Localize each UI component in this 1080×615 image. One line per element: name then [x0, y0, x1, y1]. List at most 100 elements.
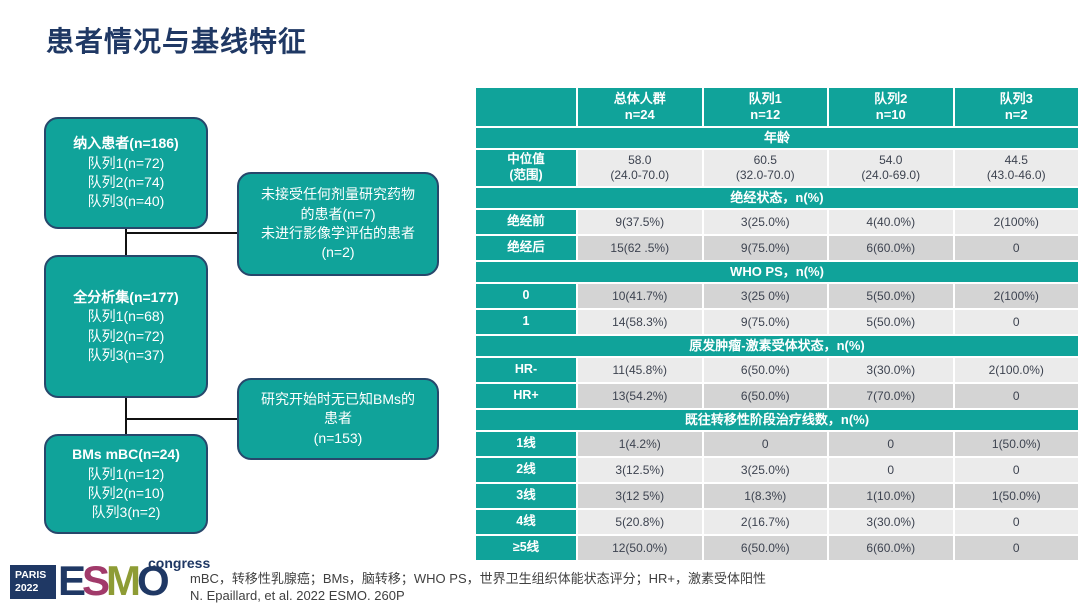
table-cell: 0: [954, 536, 1078, 560]
table-section-header: 原发肿瘤-激素受体状态，n(%): [476, 336, 1078, 356]
table-row-label-text: 中位值: [507, 152, 545, 167]
table-cell: 6(60.0%): [829, 536, 953, 560]
flow-box-enrolled-line: 队列2(n=74): [87, 174, 165, 190]
table-cell: 54.0 (24.0-69.0): [829, 150, 953, 186]
table-cell: 2(16.7%): [703, 510, 827, 534]
table-cell-text: 3(12.5%): [615, 462, 665, 477]
table-row-label-text: HR-: [514, 362, 538, 377]
table-cell-text: 5(50.0%): [866, 288, 916, 303]
table-cell-text: 1(50.0%): [991, 488, 1041, 503]
table-row-label: 中位值 (范围): [476, 150, 576, 186]
table-row-label: 1: [476, 310, 576, 334]
table-cell: 60.5 (32.0-70.0): [703, 150, 827, 186]
table-cell: 10(41.7%): [578, 284, 702, 308]
table-cell-text: 3(25.0%): [740, 214, 790, 229]
table-row-label: 0: [476, 284, 576, 308]
flow-box-excluded-1-line: 未进行影像学评估的患者: [261, 225, 415, 241]
table-cell: 12(50.0%): [578, 536, 702, 560]
table-cell: 1(10.0%): [829, 484, 953, 508]
table-cell: 5(20.8%): [578, 510, 702, 534]
flow-box-bms-mbc-line: 队列1(n=12): [87, 465, 165, 482]
connector-vertical-1: [125, 229, 127, 257]
table-header-col2-text: 队列1: [748, 90, 782, 106]
esmo-logo-letter-o: O: [137, 557, 170, 604]
table-cell-text: 44.5: [1004, 153, 1028, 167]
table-row-label: HR+: [476, 384, 576, 408]
table-cell: 1(50.0%): [954, 484, 1078, 508]
esmo-logo-paris: PARIS: [15, 569, 47, 581]
flow-box-enrolled: 纳入患者(n=186) 队列1(n=72) 队列2(n=74) 队列3(n=40…: [44, 117, 208, 229]
table-row-label-text: 2线: [516, 462, 536, 477]
table-cell-text: 1(4.2%): [618, 436, 661, 451]
esmo-logo-paris-box: PARIS 2022: [10, 565, 56, 599]
table-cell-text: (43.0-46.0): [986, 168, 1046, 182]
table-cell-text: 9(75.0%): [740, 240, 790, 255]
flow-box-enrolled-title: 纳入患者(n=186): [73, 135, 179, 152]
table-cell: 3(30.0%): [829, 510, 953, 534]
table-cell: 3(25.0%): [703, 210, 827, 234]
table-section-header-text: WHO PS，n(%): [730, 263, 824, 279]
connector-vertical-2: [125, 398, 127, 434]
table-cell: 13(54.2%): [578, 384, 702, 408]
connector-branch-1: [125, 232, 237, 234]
table-row-label-text: 绝经前: [507, 214, 545, 229]
table-header-col3-text: 队列2: [874, 90, 908, 106]
table-cell-text: 14(58.3%): [612, 314, 668, 329]
table-cell-text: 11(45.8%): [612, 362, 667, 377]
table-cell-text: 9(37.5%): [615, 214, 665, 229]
table-cell: 1(50.0%): [954, 432, 1078, 456]
table-cell-text: 0: [887, 462, 895, 477]
flow-box-enrolled-line: 队列1(n=72): [87, 154, 165, 171]
table-header-col4-text: n=2: [1004, 107, 1028, 122]
table-row-label: 3线: [476, 484, 576, 508]
table-row-label-text: ≥5线: [512, 540, 540, 555]
table-cell-text: 7(70.0%): [866, 388, 916, 403]
table-cell: 14(58.3%): [578, 310, 702, 334]
table-cell: 9(75.0%): [703, 310, 827, 334]
table-cell-text: 60.5: [753, 153, 777, 167]
table-header-col1-text: n=24: [624, 107, 655, 122]
flow-box-excluded-1: 未接受任何剂量研究药物 的患者(n=7) 未进行影像学评估的患者 (n=2): [237, 172, 439, 276]
table-cell-text: 10(41.7%): [612, 288, 668, 303]
table-cell: 0: [954, 510, 1078, 534]
citation-footnote: N. Epaillard, et al. 2022 ESMO. 260P: [190, 588, 405, 603]
table-section-header-text: 绝经状态，n(%): [730, 189, 824, 205]
table-cell-text: 2(16.7%): [740, 514, 790, 529]
abbreviation-footnote: mBC，转移性乳腺癌；BMs，脑转移；WHO PS，世界卫生组织体能状态评分；H…: [190, 571, 766, 586]
table-cell-text: 0: [1012, 388, 1020, 403]
table-cell-text: 6(50.0%): [740, 540, 790, 555]
table-cell-text: 15(62 .5%): [610, 240, 670, 255]
table-cell: 0: [829, 458, 953, 482]
table-row-label: 绝经后: [476, 236, 576, 260]
flow-box-excluded-2-line: (n=153): [313, 429, 363, 446]
table-cell: 15(62 .5%): [578, 236, 702, 260]
table-cell-text: 6(50.0%): [740, 362, 790, 377]
table-section-header-text: 年龄: [763, 129, 790, 145]
table-row-label-text: 0: [522, 288, 530, 303]
table-row-label: HR-: [476, 358, 576, 382]
table-cell-text: 1(8.3%): [744, 488, 787, 503]
table-cell-text: 0: [1012, 540, 1020, 555]
table-header-col1: 总体人群 n=24: [578, 88, 702, 126]
table-cell-text: (24.0-70.0): [610, 168, 670, 182]
table-cell-text: 6(60.0%): [866, 540, 916, 555]
table-cell-text: 12(50.0%): [612, 540, 668, 555]
connector-branch-2: [125, 418, 237, 420]
flow-box-bms-mbc-title: BMs mBC(n=24): [72, 446, 180, 463]
table-cell-text: (24.0-69.0): [861, 168, 921, 182]
table-row-label-text: (范围): [509, 168, 543, 182]
table-cell: 0: [829, 432, 953, 456]
table-cell: 9(75.0%): [703, 236, 827, 260]
table-cell: 58.0 (24.0-70.0): [578, 150, 702, 186]
table-header-col4-text: 队列3: [999, 90, 1033, 106]
table-cell: 6(50.0%): [703, 358, 827, 382]
esmo-logo-congress: congress: [148, 555, 211, 571]
table-cell-text: 5(20.8%): [615, 514, 665, 529]
table-cell-text: 0: [887, 436, 895, 451]
table-cell-text: 5(50.0%): [866, 314, 916, 329]
table-cell-text: 54.0: [879, 153, 903, 167]
table-cell-text: 6(60.0%): [866, 240, 916, 255]
table-cell-text: 2(100%): [993, 288, 1039, 303]
table-cell: 3(30.0%): [829, 358, 953, 382]
table-cell: 2(100%): [954, 210, 1078, 234]
